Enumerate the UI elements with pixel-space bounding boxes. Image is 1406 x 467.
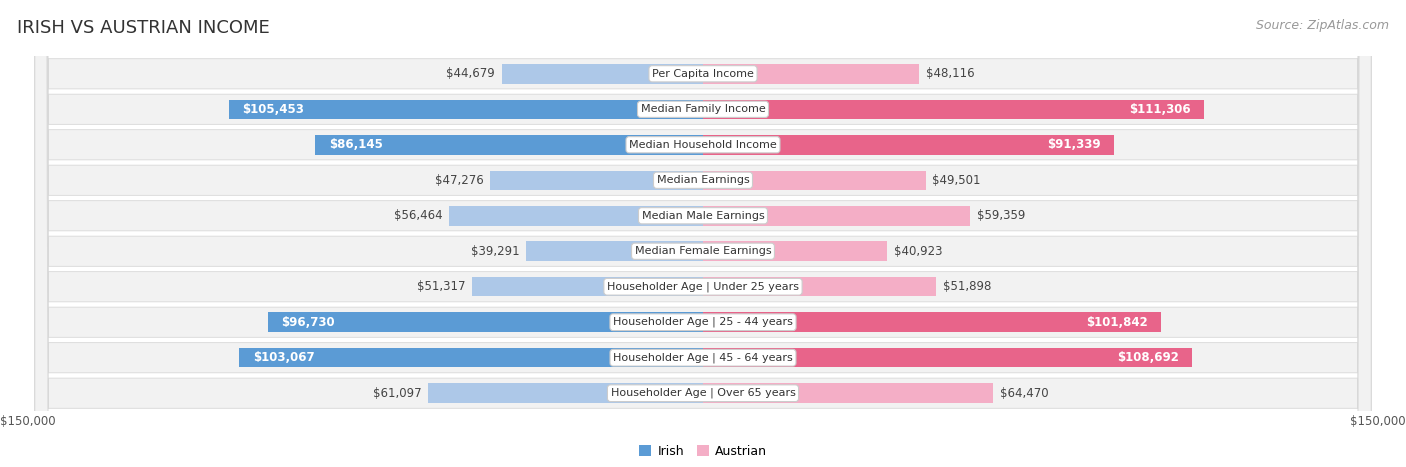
Text: $91,339: $91,339 — [1047, 138, 1101, 151]
FancyBboxPatch shape — [35, 0, 1371, 467]
FancyBboxPatch shape — [35, 0, 1371, 467]
Text: $56,464: $56,464 — [394, 209, 443, 222]
FancyBboxPatch shape — [35, 0, 1371, 467]
Bar — [229, 99, 703, 119]
Bar — [491, 170, 703, 190]
Bar — [703, 241, 887, 261]
Text: Householder Age | Under 25 years: Householder Age | Under 25 years — [607, 282, 799, 292]
Text: $39,291: $39,291 — [471, 245, 519, 258]
Text: $105,453: $105,453 — [242, 103, 304, 116]
Bar — [703, 277, 936, 297]
Bar — [472, 277, 703, 297]
FancyBboxPatch shape — [35, 0, 1371, 467]
Text: Median Earnings: Median Earnings — [657, 175, 749, 185]
Bar — [703, 64, 920, 84]
Text: Median Household Income: Median Household Income — [628, 140, 778, 150]
Bar — [703, 99, 1204, 119]
FancyBboxPatch shape — [35, 0, 1371, 467]
Text: $111,306: $111,306 — [1129, 103, 1191, 116]
Text: $44,679: $44,679 — [447, 67, 495, 80]
Text: $86,145: $86,145 — [329, 138, 382, 151]
Text: Householder Age | 25 - 44 years: Householder Age | 25 - 44 years — [613, 317, 793, 327]
Bar — [315, 135, 703, 155]
Text: $61,097: $61,097 — [373, 387, 422, 400]
Bar — [703, 206, 970, 226]
Text: $47,276: $47,276 — [434, 174, 484, 187]
Text: $59,359: $59,359 — [977, 209, 1025, 222]
Text: Median Female Earnings: Median Female Earnings — [634, 246, 772, 256]
Bar — [239, 348, 703, 368]
Bar — [267, 312, 703, 332]
Text: $108,692: $108,692 — [1116, 351, 1178, 364]
Bar — [449, 206, 703, 226]
Text: Householder Age | Over 65 years: Householder Age | Over 65 years — [610, 388, 796, 398]
Text: Per Capita Income: Per Capita Income — [652, 69, 754, 79]
Bar — [526, 241, 703, 261]
FancyBboxPatch shape — [35, 0, 1371, 467]
Bar — [427, 383, 703, 403]
Text: $49,501: $49,501 — [932, 174, 981, 187]
Text: $101,842: $101,842 — [1085, 316, 1147, 329]
Bar — [703, 348, 1192, 368]
Text: Median Male Earnings: Median Male Earnings — [641, 211, 765, 221]
Bar — [703, 135, 1114, 155]
Bar — [703, 312, 1161, 332]
Text: $103,067: $103,067 — [253, 351, 315, 364]
FancyBboxPatch shape — [35, 0, 1371, 467]
Text: Householder Age | 45 - 64 years: Householder Age | 45 - 64 years — [613, 353, 793, 363]
Text: $48,116: $48,116 — [927, 67, 974, 80]
FancyBboxPatch shape — [35, 0, 1371, 467]
Text: IRISH VS AUSTRIAN INCOME: IRISH VS AUSTRIAN INCOME — [17, 19, 270, 37]
FancyBboxPatch shape — [35, 0, 1371, 467]
Text: $96,730: $96,730 — [281, 316, 335, 329]
Bar — [703, 170, 925, 190]
FancyBboxPatch shape — [35, 0, 1371, 467]
Text: $40,923: $40,923 — [894, 245, 942, 258]
Text: $64,470: $64,470 — [1000, 387, 1049, 400]
Bar — [502, 64, 703, 84]
Legend: Irish, Austrian: Irish, Austrian — [638, 445, 768, 458]
Text: $51,898: $51,898 — [943, 280, 991, 293]
Bar — [703, 383, 993, 403]
Text: $51,317: $51,317 — [416, 280, 465, 293]
Text: Median Family Income: Median Family Income — [641, 104, 765, 114]
Text: Source: ZipAtlas.com: Source: ZipAtlas.com — [1256, 19, 1389, 32]
